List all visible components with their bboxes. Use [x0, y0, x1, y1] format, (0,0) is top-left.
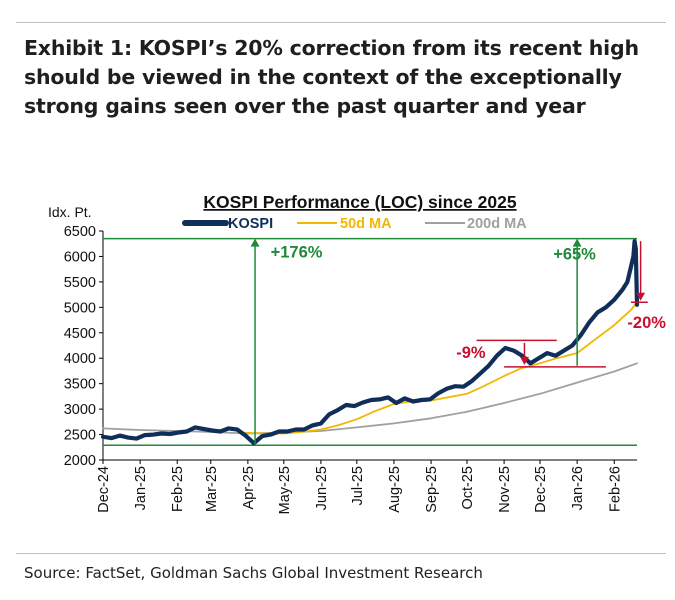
- axes: 2000 2500 3000 3500 4000 4500 5000 5500 6000 6500…: [64, 224, 637, 514]
- x-tick-label: Feb-25: [170, 466, 186, 512]
- top-divider: [16, 22, 666, 23]
- arrow-head: [250, 238, 260, 247]
- x-tick-label: May-25: [277, 466, 293, 514]
- series-line-200d-ma: [102, 362, 638, 435]
- y-tick-label: 5000: [64, 300, 96, 316]
- arrow-head: [572, 238, 582, 247]
- y-tick-label: 2000: [64, 453, 96, 469]
- y-axis-label: Idx. Pt.: [48, 204, 92, 220]
- series-lines: [100, 239, 640, 446]
- y-tick-label: 5500: [64, 275, 96, 291]
- arrow-head: [636, 292, 646, 301]
- x-tick-label: Nov-25: [497, 466, 513, 513]
- chart-title: KOSPI Performance (LOC) since 2025: [203, 192, 516, 212]
- x-tick-label: Oct-25: [460, 466, 476, 510]
- x-tick-label: Jan-26: [570, 466, 586, 510]
- annotation-label: +176%: [271, 243, 323, 261]
- x-tick-label: Feb-26: [607, 466, 623, 512]
- legend-label-200d-ma: 200d MA: [467, 216, 527, 232]
- arrow-head: [519, 356, 529, 365]
- x-tick-label: Jul-25: [350, 466, 366, 506]
- exhibit-title: Exhibit 1: KOSPI’s 20% correction from i…: [24, 36, 639, 118]
- annotations: +176% +65% -9% -20%: [250, 238, 666, 446]
- y-tick-label: 3500: [64, 377, 96, 393]
- source-note: Source: FactSet, Goldman Sachs Global In…: [24, 564, 483, 582]
- annotation-label: -9%: [456, 344, 486, 362]
- x-tick-label: Dec-24: [96, 466, 112, 513]
- x-tick-label: Mar-25: [204, 466, 220, 512]
- y-tick-label: 4000: [64, 351, 96, 367]
- y-tick-label: 6000: [64, 249, 96, 265]
- y-tick-label: 6500: [64, 224, 96, 240]
- x-tick-label: Apr-25: [241, 466, 257, 510]
- reference-lines: [103, 237, 637, 446]
- x-tick-label: Aug-25: [387, 466, 403, 513]
- legend-label-50d-ma: 50d MA: [340, 216, 392, 232]
- series-line-50d-ma: [238, 301, 638, 435]
- annotation-label: -20%: [627, 314, 666, 332]
- x-tick-label: Dec-25: [533, 466, 549, 513]
- bottom-divider: [16, 553, 666, 554]
- x-tick-label: Jun-25: [314, 466, 330, 510]
- legend-label-kospi: KOSPI: [228, 216, 273, 232]
- series-line-kospi: [100, 239, 640, 446]
- y-tick-label: 4500: [64, 326, 96, 342]
- annotation-label: +65%: [553, 245, 596, 263]
- x-tick-label: Jan-25: [133, 466, 149, 510]
- x-tick-label: Sep-25: [424, 466, 440, 513]
- y-tick-label: 3000: [64, 402, 96, 418]
- legend: KOSPI 50d MA 200d MA: [182, 216, 527, 232]
- y-tick-label: 2500: [64, 428, 96, 444]
- kospi-chart: KOSPI Performance (LOC) since 2025 Idx. …: [48, 192, 666, 514]
